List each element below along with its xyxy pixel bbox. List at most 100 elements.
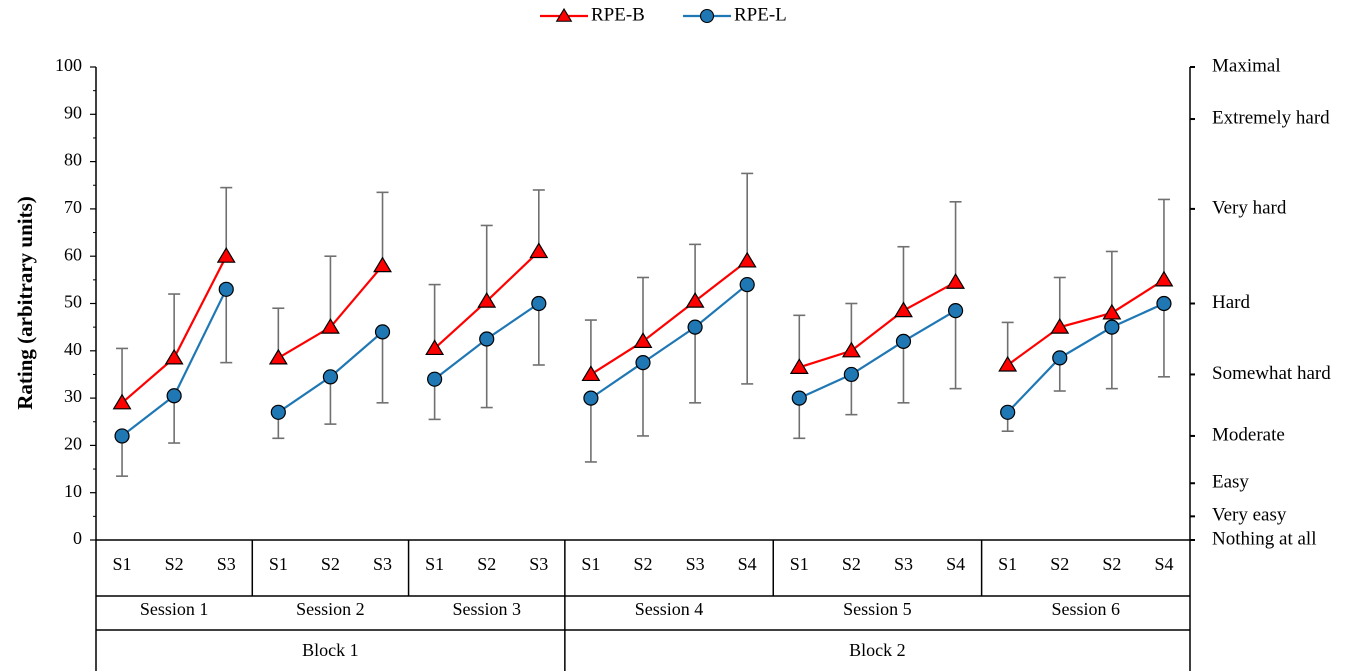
session-label: Session 3 bbox=[452, 599, 521, 619]
rpe-l-point bbox=[322, 369, 339, 385]
x-tick-label: S2 bbox=[165, 554, 184, 574]
y-tick-label: 50 bbox=[64, 292, 82, 312]
rpe-b-point bbox=[946, 273, 966, 289]
rpe-l-point bbox=[531, 295, 547, 312]
rpe-l-point bbox=[583, 390, 599, 406]
x-tick-label: S3 bbox=[217, 554, 236, 574]
x-tick-label: S4 bbox=[1154, 554, 1173, 574]
rpe-scale-label: Nothing at all bbox=[1212, 528, 1316, 549]
rpe-b-point bbox=[581, 365, 601, 382]
rpe-scale-label: Very easy bbox=[1212, 505, 1287, 526]
rpe-b-point bbox=[737, 251, 757, 268]
rpe-b-point bbox=[841, 341, 861, 358]
legend-label: RPE-B bbox=[591, 4, 645, 25]
rpe-b-point bbox=[112, 393, 132, 410]
rpe-scale-label: Very hard bbox=[1212, 197, 1287, 218]
y-tick-label: 100 bbox=[55, 55, 82, 75]
y-tick-label: 40 bbox=[64, 339, 82, 359]
rpe-b-point bbox=[425, 339, 445, 356]
rpe-b-point bbox=[216, 247, 236, 263]
rpe-b-point bbox=[320, 317, 340, 334]
rpe-b-line bbox=[1007, 278, 1165, 366]
legend-label: RPE-L bbox=[734, 4, 787, 25]
x-tick-label: S2 bbox=[1050, 554, 1069, 574]
rpe-b-point bbox=[1154, 270, 1174, 287]
y-tick-label: 60 bbox=[64, 244, 82, 264]
y-tick-label: 70 bbox=[64, 197, 82, 217]
x-tick-label: S1 bbox=[425, 554, 444, 574]
x-tick-label: S2 bbox=[633, 554, 652, 574]
y-axis-title: Rating (arbitrary units) bbox=[13, 196, 37, 410]
y-tick-label: 30 bbox=[64, 386, 82, 406]
y-tick-label: 10 bbox=[64, 481, 82, 501]
x-tick-label: S1 bbox=[581, 554, 600, 574]
session-label: Session 4 bbox=[635, 599, 704, 619]
rpe-l-point bbox=[166, 388, 182, 404]
rpe-l-point bbox=[791, 390, 807, 406]
x-tick-label: S1 bbox=[998, 554, 1017, 574]
rpe-b-point bbox=[477, 291, 497, 308]
rpe-l-point bbox=[739, 276, 755, 293]
x-categories: S1 S2 S3 S1 S2 S3 S1 S2 S3 S1 S2 S3 S4 S1 S2 S3 S4 S1 S2 S2… bbox=[113, 554, 1174, 660]
rpe-l-point bbox=[635, 355, 651, 371]
rpe-b-point bbox=[998, 355, 1018, 372]
rpe-l-point bbox=[114, 428, 130, 444]
rpe-b-line bbox=[590, 260, 748, 376]
session-label: Session 5 bbox=[843, 599, 912, 619]
x-tick-label: S2 bbox=[1102, 554, 1121, 574]
rpe-l-point bbox=[479, 331, 495, 347]
x-tick-label: S1 bbox=[113, 554, 132, 574]
rpe-b-point bbox=[789, 358, 809, 374]
x-tick-label: S1 bbox=[790, 554, 809, 574]
rpe-b-point bbox=[268, 348, 288, 365]
rpe-b-point bbox=[1050, 317, 1070, 334]
x-tick-label: S3 bbox=[529, 554, 548, 574]
rpe-l-point bbox=[1052, 350, 1068, 366]
legend-marker bbox=[555, 7, 573, 22]
rpe-l-line bbox=[1006, 302, 1165, 414]
x-tick-label: S4 bbox=[738, 554, 757, 574]
rpe-scale-label: Somewhat hard bbox=[1212, 363, 1331, 384]
axes: 0 10 20 30 40 50 60 70 80 90 100 bbox=[55, 55, 1191, 671]
x-tick-label: S2 bbox=[477, 554, 496, 574]
rpe-b-point bbox=[685, 291, 705, 308]
rpe-l-point bbox=[843, 366, 859, 383]
rpe-l-point bbox=[1000, 404, 1016, 420]
right-axis: Maximal Extremely hard Very hard Hard Somewh… bbox=[1189, 55, 1331, 549]
rpe-l-point bbox=[270, 404, 286, 420]
session-label: Session 1 bbox=[140, 599, 209, 619]
rpe-b-line bbox=[798, 281, 957, 369]
rpe-scale-label: Easy bbox=[1212, 472, 1249, 493]
rpe-l-line bbox=[798, 309, 957, 400]
rpe-b-point bbox=[894, 301, 913, 318]
rpe-l-point bbox=[374, 324, 391, 340]
rpe-b-point bbox=[633, 332, 653, 348]
rpe-b-point bbox=[164, 348, 184, 365]
x-tick-label: S4 bbox=[946, 554, 965, 574]
session-label: Session 2 bbox=[296, 599, 365, 619]
series-markers bbox=[112, 242, 1174, 444]
y-tick-label: 90 bbox=[64, 102, 82, 122]
rpe-scale-label: Maximal bbox=[1212, 55, 1281, 76]
rpe-l-line bbox=[590, 283, 748, 400]
legend-marker bbox=[699, 8, 715, 24]
rpe-l-point bbox=[218, 281, 234, 297]
rpe-b-point bbox=[373, 256, 392, 273]
block-label: Block 1 bbox=[302, 640, 359, 660]
y-tick-label: 80 bbox=[64, 150, 82, 170]
y-tick-label: 0 bbox=[73, 528, 82, 548]
y-tick-label: 20 bbox=[64, 434, 82, 454]
rpe-b-point bbox=[1102, 303, 1122, 320]
x-tick-label: S2 bbox=[321, 554, 340, 574]
block-label: Block 2 bbox=[849, 640, 906, 660]
rpe-l-point bbox=[427, 371, 443, 387]
rpe-scale-label: Hard bbox=[1212, 292, 1250, 313]
legend: RPE-B RPE-L bbox=[540, 4, 787, 25]
x-tick-label: S2 bbox=[842, 554, 861, 574]
rpe-scale-label: Extremely hard bbox=[1212, 107, 1330, 128]
rpe-b-point bbox=[529, 242, 549, 259]
x-tick-label: S3 bbox=[894, 554, 913, 574]
rpe-l-point bbox=[1156, 295, 1172, 312]
x-tick-label: S1 bbox=[269, 554, 288, 574]
